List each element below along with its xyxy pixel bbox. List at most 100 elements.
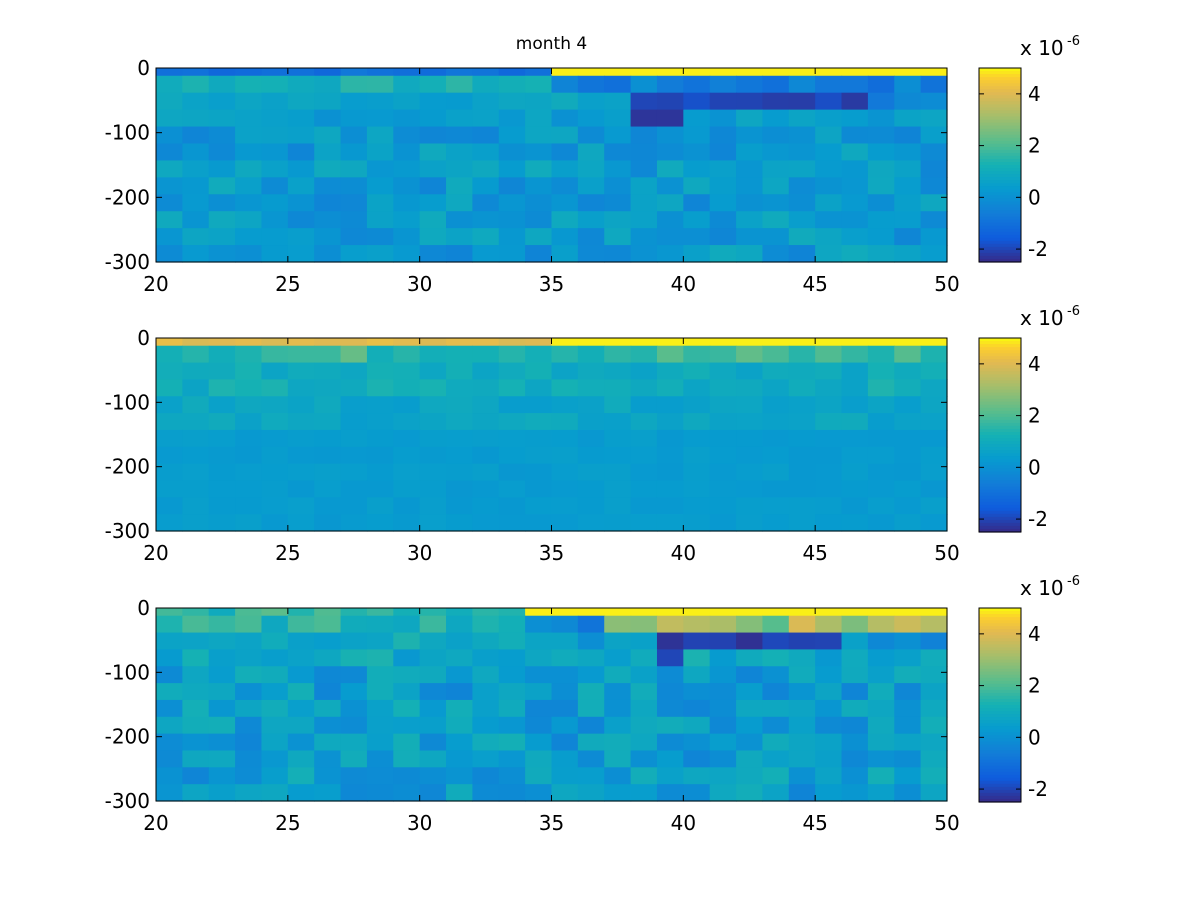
heatmap-cell — [841, 245, 869, 263]
colorbar-swatch — [979, 398, 1021, 403]
y-tick-label: 0 — [137, 326, 150, 350]
heatmap-cell — [287, 177, 315, 195]
heatmap-cell — [788, 245, 816, 263]
heatmap-cell — [736, 608, 764, 617]
y-tick-label: -100 — [105, 660, 150, 684]
colorbar-swatch — [979, 195, 1021, 199]
x-tick-label: 20 — [143, 811, 168, 835]
heatmap-cell — [472, 683, 500, 701]
colorbar-exponent-label: x 10 — [1020, 36, 1064, 60]
colorbar-swatch — [979, 362, 1021, 366]
heatmap-cell — [208, 211, 236, 229]
colorbar-swatch — [979, 677, 1021, 682]
heatmap-cell — [287, 160, 315, 178]
colorbar-swatch — [979, 786, 1021, 791]
colorbar-swatch — [979, 146, 1021, 151]
heatmap-cell — [156, 767, 183, 785]
heatmap-cell — [736, 245, 764, 263]
heatmap-cell — [287, 750, 315, 768]
heatmap-cell — [841, 784, 869, 802]
heatmap-cell — [551, 750, 579, 768]
heatmap-cell — [788, 68, 816, 77]
heatmap-cell — [525, 194, 553, 212]
heatmap-cell — [393, 683, 421, 701]
heatmap-cell — [920, 194, 948, 212]
heatmap-cell — [498, 211, 526, 229]
colorbar-swatch — [979, 689, 1021, 694]
heatmap-cell — [419, 362, 447, 380]
heatmap-cell — [762, 716, 790, 735]
heatmap-cell — [287, 109, 315, 128]
heatmap-cell — [709, 338, 737, 347]
heatmap-cell — [867, 338, 895, 347]
heatmap-cell — [867, 666, 895, 684]
heatmap-cell — [709, 750, 737, 768]
heatmap-cell — [340, 649, 368, 667]
heatmap-cell — [340, 362, 368, 380]
heatmap-cell — [762, 514, 790, 532]
heatmap-panel-1: 20 25 30 35 40 45 50 0 -100 -200 -300 — [105, 56, 960, 296]
heatmap-cell — [287, 446, 315, 465]
heatmap-cell — [182, 228, 210, 246]
heatmap-cell — [393, 92, 421, 111]
heatmap-cell — [788, 649, 816, 667]
colorbar-swatch — [979, 789, 1021, 794]
heatmap-cell — [577, 784, 605, 802]
heatmap-cell — [156, 716, 183, 735]
heatmap-cell — [604, 413, 632, 431]
heatmap-cell — [156, 608, 183, 617]
colorbar-swatch — [979, 629, 1021, 633]
colorbar-swatch — [979, 453, 1021, 457]
heatmap-cell — [498, 767, 526, 785]
heatmap-cell — [446, 211, 473, 229]
x-tick-label: 40 — [671, 811, 696, 835]
heatmap-cell — [762, 126, 790, 145]
heatmap-cell — [894, 480, 922, 498]
heatmap-cell — [867, 608, 895, 617]
heatmap-cell — [683, 784, 711, 802]
colorbar-swatch — [979, 450, 1021, 454]
heatmap-cell — [709, 345, 737, 364]
heatmap-cell — [736, 666, 764, 684]
heatmap-cell — [630, 143, 658, 162]
heatmap-cell — [920, 228, 948, 246]
heatmap-cell — [867, 109, 895, 128]
heatmap-cell — [314, 177, 342, 195]
heatmap-cell — [393, 68, 421, 77]
heatmap-cell — [630, 750, 658, 768]
heatmap-cell — [683, 109, 711, 128]
heatmap-cell — [340, 379, 368, 397]
colorbar-swatch — [979, 723, 1021, 727]
heatmap-cell — [472, 75, 500, 94]
heatmap-cell — [208, 733, 236, 752]
heatmap-cell — [709, 514, 737, 532]
heatmap-cell — [498, 160, 526, 178]
heatmap-cell — [208, 615, 236, 634]
heatmap-cell — [208, 446, 236, 465]
heatmap-cell — [446, 514, 473, 532]
heatmap-cell — [366, 699, 394, 718]
heatmap-cell — [235, 379, 263, 397]
heatmap-cell — [287, 514, 315, 532]
colorbar-swatch — [979, 795, 1021, 800]
heatmap-cell — [894, 396, 922, 414]
heatmap-cell — [208, 228, 236, 246]
heatmap-cell — [577, 649, 605, 667]
heatmap-cell — [656, 143, 684, 162]
heatmap-cell — [314, 497, 342, 515]
heatmap-cell — [762, 666, 790, 684]
heatmap-cell — [867, 228, 895, 246]
heatmap-cell — [235, 160, 263, 178]
heatmap-cell — [577, 160, 605, 178]
heatmap-cell — [656, 177, 684, 195]
heatmap-cell — [630, 497, 658, 515]
heatmap-cell — [709, 632, 737, 650]
heatmap-cell — [261, 716, 289, 735]
heatmap-cell — [841, 649, 869, 667]
heatmap-cell — [366, 143, 394, 162]
heatmap-cell — [551, 480, 579, 498]
heatmap-cell — [498, 413, 526, 431]
heatmap-cell — [340, 767, 368, 785]
heatmap-cell — [261, 480, 289, 498]
heatmap-cell — [894, 177, 922, 195]
